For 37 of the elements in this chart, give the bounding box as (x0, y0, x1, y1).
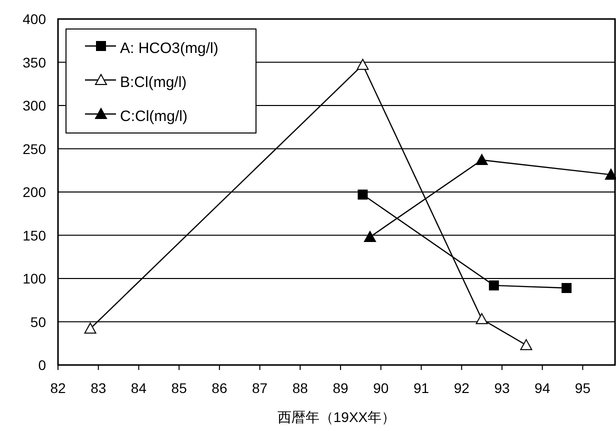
point (356, 58, 369, 70)
point (476, 313, 488, 324)
x-tick-label: 91 (413, 380, 430, 396)
x-tick-label: 86 (212, 380, 228, 396)
y-tick-label: 200 (22, 184, 46, 200)
x-tick-label: 92 (454, 380, 470, 396)
y-tick-label: 300 (22, 98, 46, 114)
legend-label: A: HCO3(mg/l) (120, 40, 218, 57)
point (488, 280, 499, 290)
point (364, 230, 376, 242)
legend-label: C:Cl(mg/l) (120, 108, 188, 125)
point (476, 154, 488, 165)
x-axis-title: 西暦年（19XX年） (277, 409, 396, 425)
x-tick-label: 95 (574, 380, 591, 396)
x-tick-label: 82 (50, 380, 66, 396)
y-tick-label: 0 (38, 357, 46, 373)
x-tick-label: 94 (534, 380, 550, 396)
x-tick-label: 83 (90, 380, 106, 396)
y-tick-label: 50 (30, 314, 46, 330)
y-tick-label: 400 (22, 11, 46, 27)
legend-label: B:Cl(mg/l) (120, 74, 187, 91)
point (520, 339, 532, 350)
x-tick-label: 89 (332, 380, 349, 396)
x-tick-label: 93 (494, 380, 510, 396)
point (604, 168, 616, 180)
y-tick-label: 250 (22, 140, 46, 157)
y-tick-label: 150 (22, 227, 46, 244)
y-tick-label: 350 (22, 54, 46, 70)
x-tick-label: 87 (252, 380, 268, 396)
x-tick-label: 84 (130, 380, 147, 396)
point (358, 190, 368, 200)
x-tick-label: 85 (171, 380, 188, 396)
x-tick-label: 90 (373, 380, 389, 396)
y-tick-label: 100 (22, 270, 46, 286)
x-tick-label: 88 (292, 380, 308, 396)
point (562, 283, 572, 294)
point (84, 322, 96, 334)
